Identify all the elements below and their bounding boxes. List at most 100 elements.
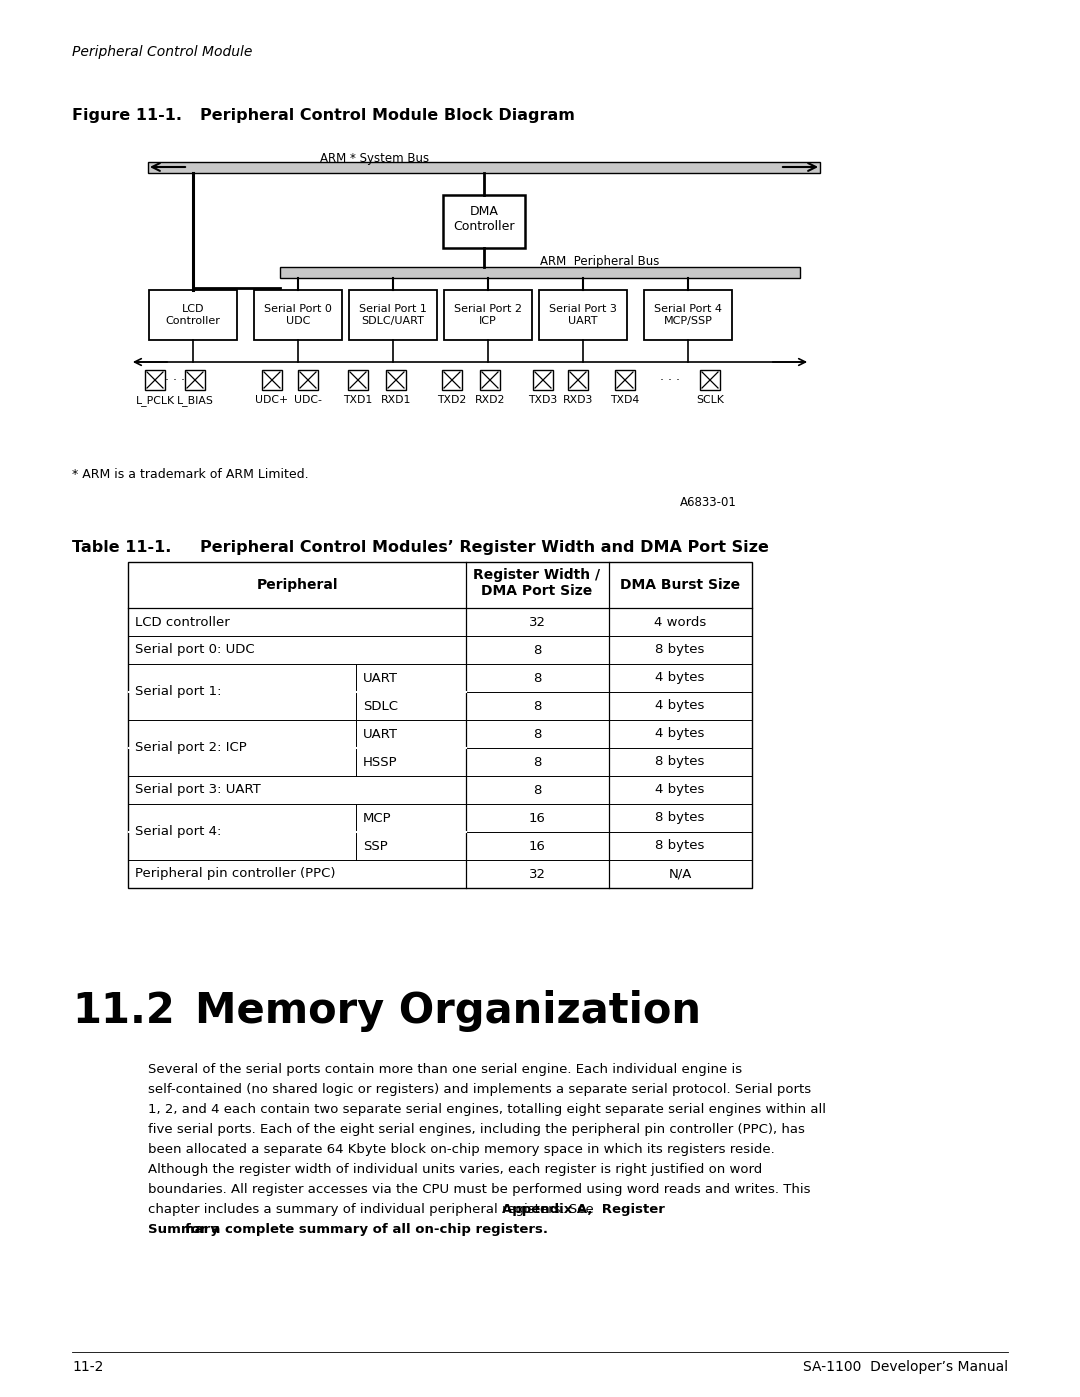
Text: TXD1: TXD1 [343,395,373,405]
Bar [700,370,720,390]
Bar [348,370,368,390]
Text: Table 11-1.: Table 11-1. [72,541,172,555]
Text: 1, 2, and 4 each contain two separate serial engines, totalling eight separate s: 1, 2, and 4 each contain two separate se… [148,1104,826,1116]
Bar [442,370,462,390]
Bar [444,291,532,339]
Text: Serial port 4:: Serial port 4: [135,826,221,838]
Text: Although the register width of individual units varies, each register is right j: Although the register width of individua… [148,1162,762,1176]
Text: DMA Burst Size: DMA Burst Size [620,578,740,592]
Text: Serial port 3: UART: Serial port 3: UART [135,784,260,796]
Text: 8: 8 [532,672,541,685]
Bar [298,370,318,390]
Text: HSSP: HSSP [363,756,397,768]
Text: Memory Organization: Memory Organization [195,990,701,1032]
Bar [349,291,437,339]
Bar [615,370,635,390]
Text: TXD2: TXD2 [437,395,467,405]
Text: N/A: N/A [669,868,691,880]
Text: 8 bytes: 8 bytes [656,644,704,657]
Text: Peripheral pin controller (PPC): Peripheral pin controller (PPC) [135,868,336,880]
Text: 8 bytes: 8 bytes [656,840,704,852]
Bar [568,370,588,390]
Text: Serial Port 3
UART: Serial Port 3 UART [549,305,617,326]
Text: Summary: Summary [148,1222,219,1236]
Text: * ARM is a trademark of ARM Limited.: * ARM is a trademark of ARM Limited. [72,468,309,481]
Text: UDC+: UDC+ [256,395,288,405]
Bar [539,291,627,339]
Text: L_BIAS: L_BIAS [176,395,214,407]
Text: Serial Port 1
SDLC/UART: Serial Port 1 SDLC/UART [359,305,427,326]
Text: · · ·: · · · [660,373,680,387]
Bar [534,370,553,390]
Text: 4 bytes: 4 bytes [656,728,704,740]
Bar [149,291,237,339]
Text: been allocated a separate 64 Kbyte block on-chip memory space in which its regis: been allocated a separate 64 Kbyte block… [148,1143,774,1155]
Text: Serial port 0: UDC: Serial port 0: UDC [135,644,255,657]
Text: 8: 8 [532,700,541,712]
Bar [254,291,342,339]
Text: Serial port 2: ICP: Serial port 2: ICP [135,742,246,754]
Text: 4 words: 4 words [653,616,706,629]
Text: UDC-: UDC- [294,395,322,405]
Bar [280,267,800,278]
Text: boundaries. All register accesses via the CPU must be performed using word reads: boundaries. All register accesses via th… [148,1183,810,1196]
Text: A6833-01: A6833-01 [680,496,737,509]
Text: MCP: MCP [363,812,392,824]
Text: 8 bytes: 8 bytes [656,756,704,768]
Text: TXD3: TXD3 [528,395,557,405]
Text: SDLC: SDLC [363,700,399,712]
Text: 8: 8 [532,756,541,768]
Bar [145,370,165,390]
Text: Peripheral Control Module: Peripheral Control Module [72,45,253,59]
Text: Serial port 1:: Serial port 1: [135,686,221,698]
Text: Appendix A,  Register: Appendix A, Register [502,1203,664,1215]
Text: 4 bytes: 4 bytes [656,700,704,712]
Text: ARM  Peripheral Bus: ARM Peripheral Bus [540,256,660,268]
Text: ARM * System Bus: ARM * System Bus [320,152,429,165]
Text: UART: UART [363,672,399,685]
Text: 8: 8 [532,728,541,740]
Text: Peripheral Control Module Block Diagram: Peripheral Control Module Block Diagram [200,108,575,123]
Text: RXD3: RXD3 [563,395,593,405]
Text: LCD
Controller: LCD Controller [165,305,220,326]
Text: TXD4: TXD4 [610,395,639,405]
Text: 8: 8 [532,784,541,796]
Text: for a complete summary of all on-chip registers.: for a complete summary of all on-chip re… [185,1222,548,1236]
Text: 16: 16 [528,840,545,852]
Bar [185,370,205,390]
Bar [148,162,820,173]
Text: SCLK: SCLK [697,395,724,405]
Text: self-contained (no shared logic or registers) and implements a separate serial p: self-contained (no shared logic or regis… [148,1083,811,1097]
Text: SSP: SSP [363,840,388,852]
Text: RXD2: RXD2 [475,395,505,405]
Text: · · ·: · · · [165,373,185,387]
Text: UART: UART [363,728,399,740]
Text: Several of the serial ports contain more than one serial engine. Each individual: Several of the serial ports contain more… [148,1063,742,1076]
Text: 32: 32 [528,868,545,880]
Text: DMA
Controller: DMA Controller [454,205,515,233]
Bar [129,562,752,888]
Bar [386,370,406,390]
Text: Serial Port 0
UDC: Serial Port 0 UDC [265,305,332,326]
Text: Figure 11-1.: Figure 11-1. [72,108,183,123]
Text: 11-2: 11-2 [72,1361,104,1375]
Text: L_PCLK: L_PCLK [135,395,175,407]
Text: chapter includes a summary of individual peripheral registers. See: chapter includes a summary of individual… [148,1203,598,1215]
Text: 11.2: 11.2 [72,990,175,1032]
Bar [443,196,525,249]
Text: Peripheral Control Modules’ Register Width and DMA Port Size: Peripheral Control Modules’ Register Wid… [200,541,769,555]
Text: 16: 16 [528,812,545,824]
Text: SA-1100  Developer’s Manual: SA-1100 Developer’s Manual [802,1361,1008,1375]
Bar [262,370,282,390]
Text: LCD controller: LCD controller [135,616,230,629]
Text: five serial ports. Each of the eight serial engines, including the peripheral pi: five serial ports. Each of the eight ser… [148,1123,805,1136]
Text: RXD1: RXD1 [381,395,411,405]
Text: Serial Port 4
MCP/SSP: Serial Port 4 MCP/SSP [654,305,723,326]
Bar [480,370,500,390]
Text: Serial Port 2
ICP: Serial Port 2 ICP [454,305,522,326]
Text: 4 bytes: 4 bytes [656,672,704,685]
Text: Register Width /
DMA Port Size: Register Width / DMA Port Size [473,569,600,598]
Text: 4 bytes: 4 bytes [656,784,704,796]
Text: 8: 8 [532,644,541,657]
Bar [644,291,732,339]
